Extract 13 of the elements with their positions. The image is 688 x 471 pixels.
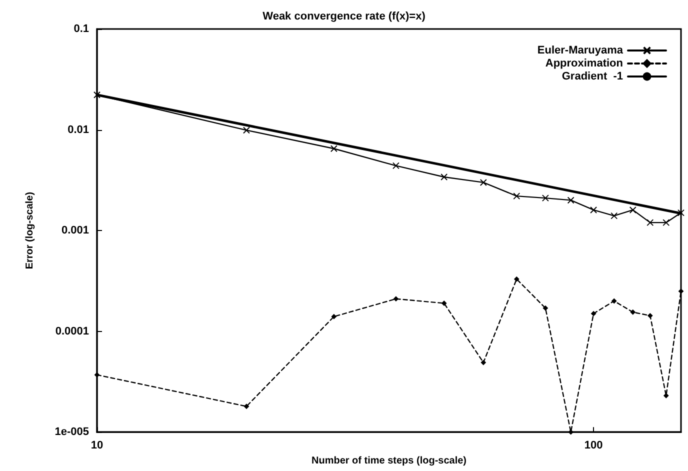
y-tick-label: 0.001 (61, 224, 89, 237)
legend-label: Gradient -1 (562, 70, 623, 82)
chart-title: Weak convergence rate (f(x)=x) (262, 10, 426, 22)
y-tick-label: 1e-005 (54, 426, 89, 438)
y-tick-label: 0.01 (68, 124, 89, 136)
x-tick-label: 100 (584, 440, 603, 452)
x-tick-label: 10 (90, 440, 104, 452)
y-tick-label: 0.1 (74, 23, 89, 35)
y-tick-label: 0.0001 (55, 325, 89, 338)
legend-label: Approximation (545, 58, 624, 70)
x-axis-title: Number of time steps (log-scale) (311, 456, 467, 466)
y-axis-title: Error (log-scale) (24, 192, 36, 270)
legend-label: Euler-Maruyama (537, 44, 624, 56)
